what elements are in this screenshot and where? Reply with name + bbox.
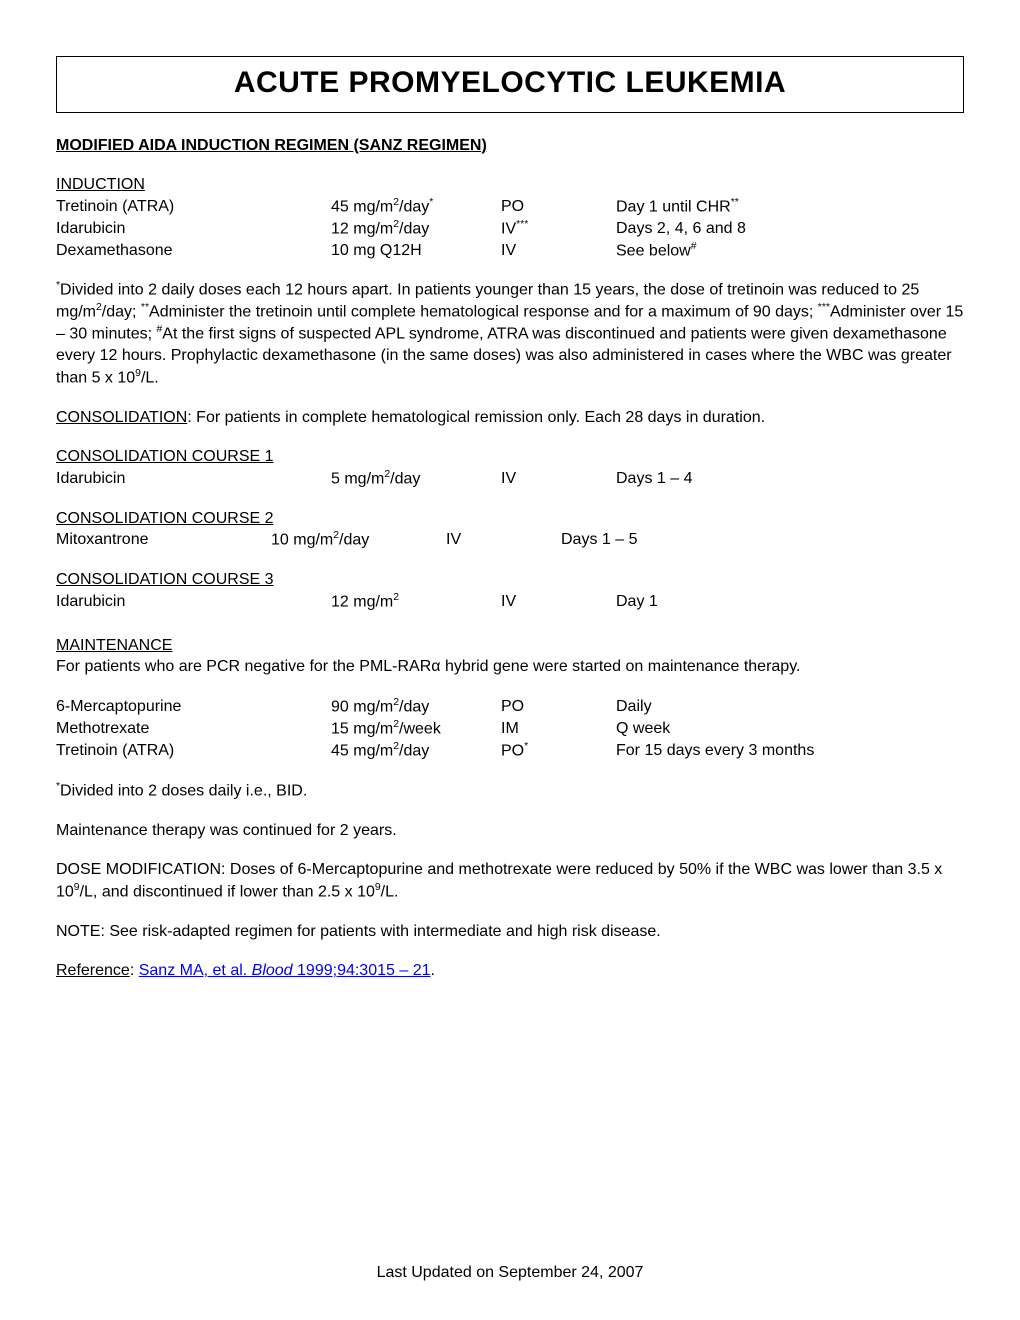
course2-row: Mitoxantrone 10 mg/m2/day IV Days 1 – 5 — [56, 529, 964, 551]
drug-dose: 45 mg/m2/day* — [331, 196, 501, 218]
last-updated-footer: Last Updated on September 24, 2007 — [0, 1262, 1020, 1284]
course1-heading: CONSOLIDATION COURSE 1 — [56, 446, 964, 468]
induction-row: Tretinoin (ATRA) 45 mg/m2/day* PO Day 1 … — [56, 196, 964, 218]
induction-footnote: *Divided into 2 daily doses each 12 hour… — [56, 279, 964, 388]
course3-heading: CONSOLIDATION COURSE 3 — [56, 569, 964, 591]
drug-dose: 5 mg/m2/day — [331, 468, 501, 490]
course1-row: Idarubicin 5 mg/m2/day IV Days 1 – 4 — [56, 468, 964, 490]
drug-name: Methotrexate — [56, 718, 331, 740]
regimen-heading: MODIFIED AIDA INDUCTION REGIMEN (SANZ RE… — [56, 135, 964, 157]
drug-name: Tretinoin (ATRA) — [56, 740, 331, 762]
maintenance-row: Methotrexate 15 mg/m2/week IM Q week — [56, 718, 964, 740]
consolidation-intro: CONSOLIDATION: For patients in complete … — [56, 407, 964, 429]
drug-name: Dexamethasone — [56, 240, 331, 262]
drug-dose: 15 mg/m2/week — [331, 718, 501, 740]
drug-name: 6-Mercaptopurine — [56, 696, 331, 718]
drug-name: Idarubicin — [56, 468, 331, 490]
consolidation-label: CONSOLIDATION — [56, 409, 187, 426]
maintenance-row: 6-Mercaptopurine 90 mg/m2/day PO Daily — [56, 696, 964, 718]
drug-route: IV — [501, 591, 616, 613]
risk-note: NOTE: See risk-adapted regimen for patie… — [56, 921, 964, 943]
drug-dose: 12 mg/m2/day — [331, 218, 501, 240]
maintenance-heading: MAINTENANCE — [56, 635, 964, 657]
drug-schedule: Day 1 — [616, 591, 964, 613]
drug-route: IV*** — [501, 218, 616, 240]
drug-route: PO — [501, 696, 616, 718]
course2-heading: CONSOLIDATION COURSE 2 — [56, 508, 964, 530]
drug-name: Mitoxantrone — [56, 529, 271, 551]
drug-route: IV — [446, 529, 561, 551]
dose-modification: DOSE MODIFICATION: Doses of 6-Mercaptopu… — [56, 859, 964, 903]
drug-schedule: For 15 days every 3 months — [616, 740, 964, 762]
drug-route: IM — [501, 718, 616, 740]
drug-schedule: Q week — [616, 718, 964, 740]
drug-schedule: Days 1 – 4 — [616, 468, 964, 490]
drug-schedule: Days 2, 4, 6 and 8 — [616, 218, 964, 240]
maintenance-duration: Maintenance therapy was continued for 2 … — [56, 820, 964, 842]
maintenance-intro: For patients who are PCR negative for th… — [56, 656, 964, 678]
course3-row: Idarubicin 12 mg/m2 IV Day 1 — [56, 591, 964, 613]
drug-name: Idarubicin — [56, 218, 331, 240]
drug-dose: 45 mg/m2/day — [331, 740, 501, 762]
drug-dose: 10 mg/m2/day — [271, 529, 446, 551]
reference-line: Reference: Sanz MA, et al. Blood 1999;94… — [56, 960, 964, 982]
induction-row: Idarubicin 12 mg/m2/day IV*** Days 2, 4,… — [56, 218, 964, 240]
induction-heading: INDUCTION — [56, 174, 964, 196]
drug-schedule: See below# — [616, 240, 964, 262]
drug-dose: 10 mg Q12H — [331, 240, 501, 262]
maintenance-row: Tretinoin (ATRA) 45 mg/m2/day PO* For 15… — [56, 740, 964, 762]
drug-route: PO — [501, 196, 616, 218]
drug-schedule: Day 1 until CHR** — [616, 196, 964, 218]
drug-schedule: Days 1 – 5 — [561, 529, 964, 551]
page-title: ACUTE PROMYELOCYTIC LEUKEMIA — [56, 56, 964, 113]
drug-dose: 12 mg/m2 — [331, 591, 501, 613]
drug-name: Idarubicin — [56, 591, 331, 613]
induction-row: Dexamethasone 10 mg Q12H IV See below# — [56, 240, 964, 262]
drug-schedule: Daily — [616, 696, 964, 718]
reference-link[interactable]: Sanz MA, et al. Blood 1999;94:3015 – 21 — [139, 962, 431, 979]
drug-name: Tretinoin (ATRA) — [56, 196, 331, 218]
drug-dose: 90 mg/m2/day — [331, 696, 501, 718]
maintenance-note-bid: *Divided into 2 doses daily i.e., BID. — [56, 780, 964, 802]
drug-route: IV — [501, 468, 616, 490]
drug-route: IV — [501, 240, 616, 262]
reference-label: Reference — [56, 962, 130, 979]
drug-route: PO* — [501, 740, 616, 762]
